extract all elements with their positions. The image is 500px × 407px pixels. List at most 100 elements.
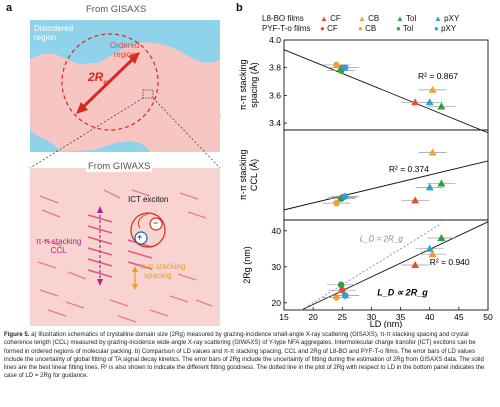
y-tick-label: 3.8 <box>269 63 281 73</box>
legend-l8bo-cf: ▲ CF <box>320 14 358 24</box>
ordered-region-circle <box>61 33 159 131</box>
y-tick-label: 3.4 <box>269 118 281 128</box>
y-tick-label: 3.6 <box>269 90 281 100</box>
rg-sub: g <box>103 79 108 87</box>
triangle-icon: ▲ <box>320 14 328 23</box>
data-point-triangle <box>425 183 434 191</box>
ordered-label-line2: region <box>113 50 136 59</box>
ccl-label-line1: π-π stacking <box>36 237 82 246</box>
plot-frame-0 <box>283 39 489 131</box>
fit-line-1 <box>283 160 489 211</box>
legend-row-pyf: PYF-T-o films ● CF ● CB ● Tol ● pXY <box>262 24 459 34</box>
caption-label: Figure 5. <box>4 331 30 338</box>
y-tick-label: 40 <box>272 226 282 236</box>
disordered-label-line1: Disordered <box>34 24 74 33</box>
fit-line-0 <box>283 49 489 134</box>
data-point-circle <box>333 199 340 207</box>
spacing-label-line1: π-π stacking <box>140 262 186 271</box>
legend-tol: Tol <box>402 24 414 33</box>
legend-pxy: pXY <box>441 24 457 33</box>
disordered-region-label: Disordered region <box>34 24 73 42</box>
y-axis-label: 2Rg (nm) <box>242 246 252 284</box>
data-point-triangle <box>425 244 434 252</box>
x-tick-label: 25 <box>338 312 348 322</box>
minus-sign: − <box>153 218 159 228</box>
caption-text: a) Illustration schematics of crystallin… <box>4 331 485 380</box>
x-axis-label: LD (nm) <box>370 319 403 328</box>
data-point-triangle <box>428 148 437 156</box>
r2-label: R² = 0.374 <box>389 164 429 174</box>
triangle-icon: ▲ <box>396 14 404 23</box>
x-tick-label: 15 <box>279 312 289 322</box>
circle-icon: ● <box>358 24 363 33</box>
circle-icon: ● <box>320 24 325 33</box>
ordered-label-line1: Ordered <box>110 41 140 50</box>
legend-cf: CF <box>327 24 338 33</box>
data-point-circle <box>338 286 346 294</box>
panel-a-illustration <box>29 20 221 326</box>
data-point-circle <box>341 292 349 299</box>
data-point-triangle <box>437 234 446 241</box>
data-point-triangle <box>411 98 420 106</box>
ccl-label: π-π stacking CCL <box>36 237 81 255</box>
fit-annotation: L_D ∝ 2R_g <box>377 288 428 298</box>
plot-frame-2 <box>283 219 489 311</box>
spacing-label-line2: spacing <box>144 271 172 280</box>
x-tick-label: 20 <box>308 312 318 322</box>
circle-icon: ● <box>434 24 439 33</box>
hole-icon <box>134 231 148 245</box>
y-axis-label: π-π stacking <box>238 60 248 111</box>
data-point-triangle <box>411 261 420 268</box>
data-point-circle <box>333 61 340 69</box>
giwaxs-title: From GIWAXS <box>86 161 153 172</box>
r2-label: R² = 0.940 <box>430 257 470 267</box>
legend-tol: Tol <box>406 14 417 23</box>
gisaxs-title: From GISAXS <box>86 4 147 15</box>
plus-sign: + <box>137 232 143 242</box>
data-point-triangle <box>425 98 434 106</box>
y-axis-label: π-π stacking <box>238 150 248 201</box>
y-axis-label: spacing (Å) <box>249 62 259 108</box>
panel-a-letter: a <box>6 2 13 14</box>
data-point-circle <box>341 193 349 200</box>
giwaxs-box <box>30 168 220 326</box>
legend-row2-label: PYF-T-o films <box>262 24 311 33</box>
r2-label: R² = 0.867 <box>418 71 458 81</box>
data-point-triangle <box>411 196 420 204</box>
figure-caption: Figure 5. a) Illustration schematics of … <box>4 331 496 381</box>
y-tick-label: 4.0 <box>269 36 281 45</box>
plot-frame-1 <box>283 129 489 221</box>
rg-arrow <box>78 54 138 112</box>
ordered-region-label: Ordered region <box>110 41 139 59</box>
triangle-icon: ▲ <box>358 14 366 23</box>
legend: L8-BO films ▲ CF ▲ CB ▲ Tol ▲ pXY PYF-T-… <box>262 14 459 34</box>
circle-icon: ● <box>396 24 401 33</box>
x-tick-label: 45 <box>454 312 464 322</box>
legend-pyf-pxy: ● pXY <box>434 24 456 34</box>
rg-text: 2R <box>88 70 104 84</box>
legend-row-l8bo: L8-BO films ▲ CF ▲ CB ▲ Tol ▲ pXY <box>262 14 459 24</box>
data-point-triangle <box>437 102 446 110</box>
triangle-icon: ▲ <box>434 14 442 23</box>
spacing-label: π-π stacking spacing <box>140 262 185 280</box>
data-point-triangle <box>428 85 437 93</box>
legend-l8bo-tol: ▲ Tol <box>396 14 434 24</box>
x-tick-label: 40 <box>425 312 435 322</box>
panel-b-letter: b <box>236 2 243 14</box>
x-tick-label: 35 <box>396 312 406 322</box>
legend-cf: CF <box>330 14 341 23</box>
legend-l8bo-pxy: ▲ pXY <box>434 14 459 24</box>
data-point-triangle <box>437 179 446 187</box>
electron-icon <box>149 217 163 231</box>
y-tick-label: 20 <box>272 298 282 308</box>
y-axis-label: CCL (Å) <box>249 159 259 191</box>
data-point-circle <box>337 281 345 289</box>
legend-pyf-tol: ● Tol <box>396 24 434 34</box>
legend-cb: CB <box>365 24 377 33</box>
legend-cb: CB <box>368 14 380 23</box>
ccl-label-line2: CCL <box>50 246 67 255</box>
x-tick-label: 50 <box>483 312 493 322</box>
legend-row1-label: L8-BO films <box>262 14 304 23</box>
zoom-box <box>142 89 154 99</box>
